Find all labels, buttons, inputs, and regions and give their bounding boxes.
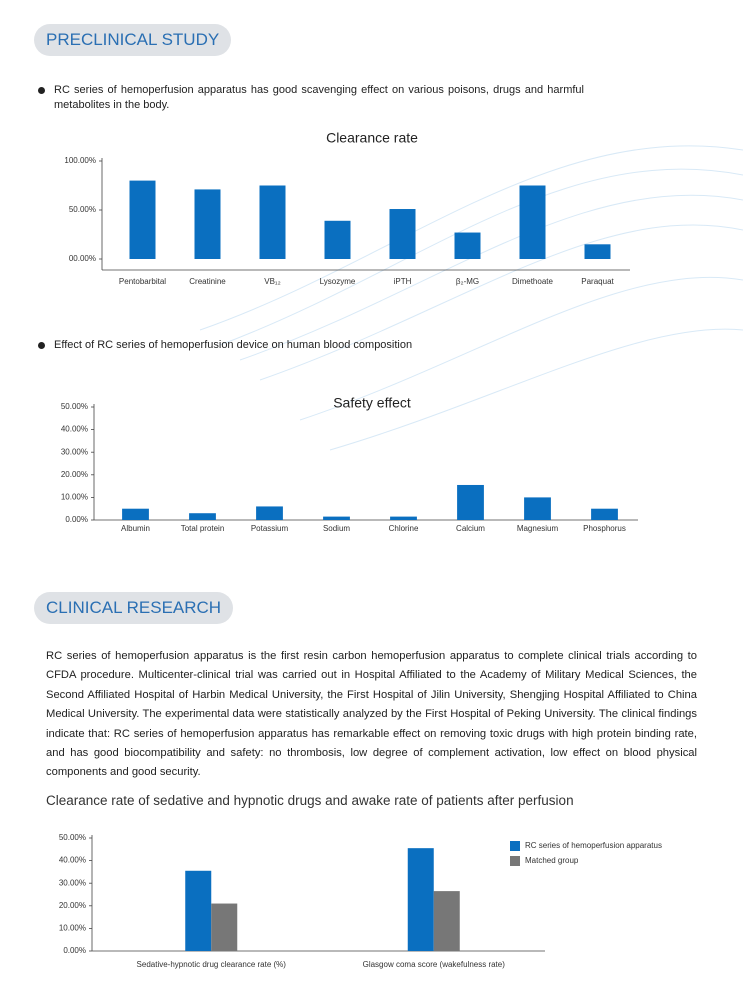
y-tick-label: 10.00% [59,924,86,933]
x-tick-label: Lysozyme [320,277,356,286]
x-tick-label: Calcium [456,524,485,533]
x-tick-label: Sedative-hypnotic drug clearance rate (%… [137,960,287,969]
y-tick-label: 30.00% [59,878,86,887]
legend-label: RC series of hemoperfusion apparatus [525,841,662,850]
y-tick-label: 50.00% [69,205,96,214]
y-tick-label: 40.00% [59,856,86,865]
x-tick-label: Glasgow coma score (wakefulness rate) [363,960,506,969]
x-tick-label: Pentobarbital [119,277,166,286]
bar [122,508,149,520]
x-tick-label: β₂-MG [456,277,479,286]
bar [591,508,618,520]
bar [454,232,481,259]
bar [189,513,216,520]
chart-heading: Clearance rate of sedative and hypnotic … [46,793,574,808]
section-heading: PRECLINICAL STUDY [34,24,232,56]
bar [519,185,546,259]
bar [185,870,212,951]
bar [323,516,350,520]
bar [256,506,283,520]
x-tick-label: Total protein [181,524,225,533]
bar [389,209,416,259]
bar [584,244,611,259]
y-tick-label: 20.00% [61,470,88,479]
bar [433,891,460,951]
bar [524,497,551,520]
x-tick-label: Albumin [121,524,150,533]
paragraph: RC series of hemoperfusion apparatus is … [46,650,697,779]
legend-swatch [510,856,520,866]
section-heading: CLINICAL RESEARCH [34,592,234,624]
bullet-text: RC series of hemoperfusion apparatus has… [38,84,584,111]
x-tick-label: Phosphorus [583,524,626,533]
bar [407,848,434,951]
bar [194,189,221,259]
bar [390,516,417,520]
x-tick-label: VB₁₂ [264,277,280,286]
x-tick-label: Potassium [251,524,289,533]
x-tick-label: Sodium [323,524,350,533]
y-tick-label: 0.00% [65,515,88,524]
bar [211,903,238,951]
bar [259,185,286,259]
chart-title: Safety effect [333,395,411,411]
y-tick-label: 40.00% [61,425,88,434]
y-tick-label: 00.00% [69,254,96,263]
bar [129,180,156,259]
x-tick-label: Dimethoate [512,277,553,286]
x-tick-label: Chlorine [389,524,419,533]
chart-title: Clearance rate [326,130,418,146]
y-tick-label: 50.00% [59,833,86,842]
y-tick-label: 0.00% [63,946,86,955]
y-tick-label: 100.00% [64,156,96,165]
bar [324,220,351,259]
x-tick-label: iPTH [394,277,412,286]
legend-swatch [510,841,520,851]
y-tick-label: 10.00% [61,493,88,502]
y-tick-label: 30.00% [61,447,88,456]
bar [457,484,484,520]
y-tick-label: 50.00% [61,402,88,411]
x-tick-label: Paraquat [581,277,614,286]
bullet-text: Effect of RC series of hemoperfusion dev… [38,338,584,353]
y-tick-label: 20.00% [59,901,86,910]
x-tick-label: Creatinine [189,277,226,286]
x-tick-label: Magnesium [517,524,559,533]
legend-label: Matched group [525,856,579,865]
